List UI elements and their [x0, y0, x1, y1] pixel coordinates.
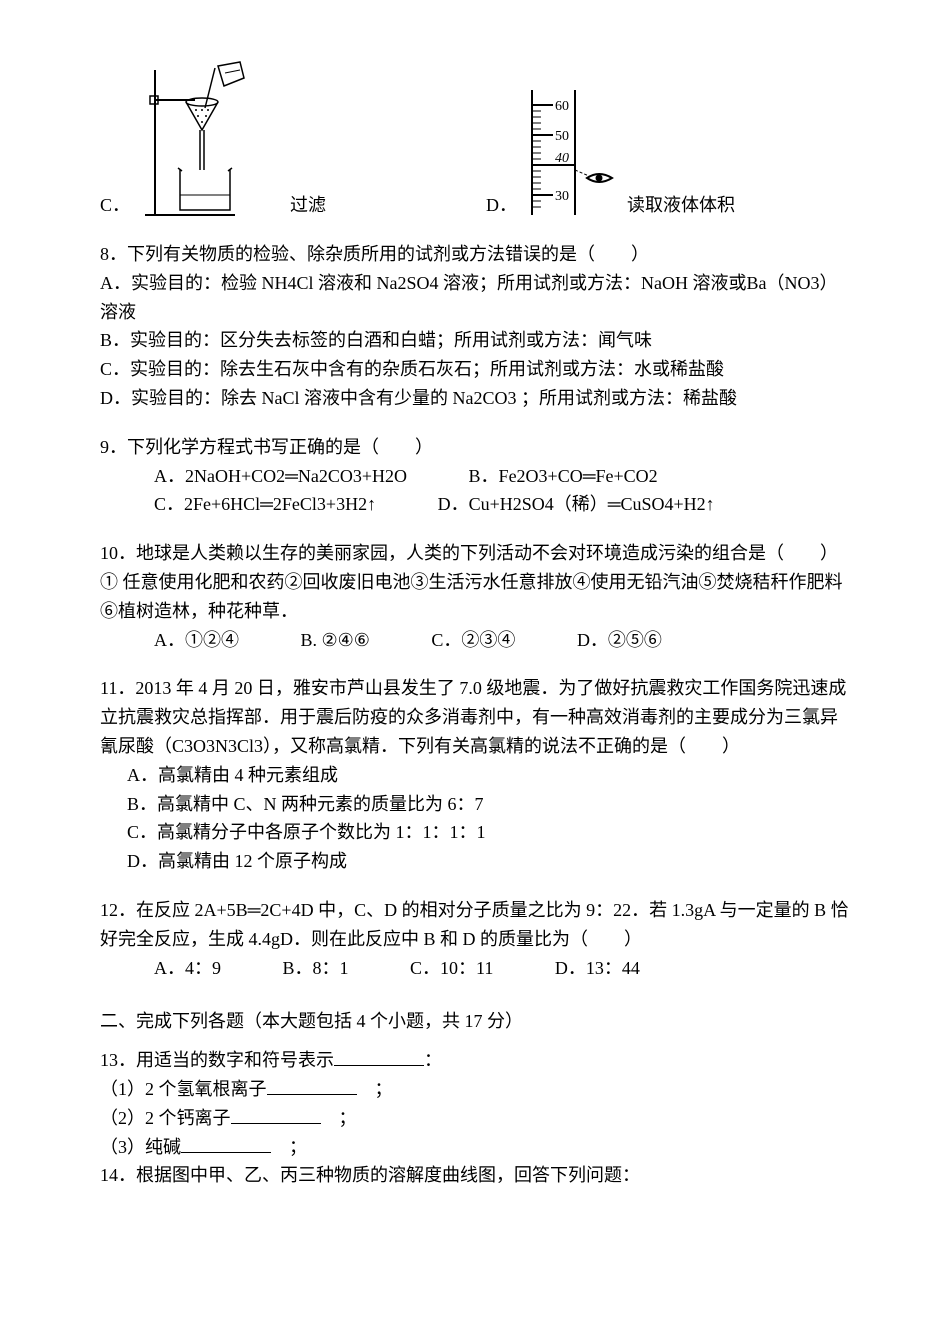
q8-option-c: C．实验目的：除去生石灰中含有的杂质石灰石；所用试剂或方法：水或稀盐酸: [100, 355, 850, 384]
question-7-images: C．: [100, 60, 850, 220]
mark-60: 60: [555, 99, 569, 114]
q13-semi1: ；: [357, 1079, 393, 1099]
q8-option-d: D．实验目的：除去 NaCl 溶液中含有少量的 Na2CO3 ；所用试剂或方法：…: [100, 384, 850, 413]
q13-blank-main: [334, 1047, 424, 1066]
q13-semi3: ；: [271, 1137, 307, 1157]
section-2-title: 二、完成下列各题（本大题包括 4 个小题，共 17 分）: [100, 1007, 850, 1036]
filter-diagram-icon: [140, 60, 280, 220]
question-9: 9．下列化学方程式书写正确的是（ ） A．2NaOH+CO2═Na2CO3+H2…: [100, 433, 850, 519]
q10-option-a: A．①②④: [127, 626, 239, 655]
mark-50: 50: [555, 129, 569, 144]
question-14: 14．根据图中甲、乙、丙三种物质的溶解度曲线图，回答下列问题：: [100, 1161, 850, 1190]
q10-option-d: D．②⑤⑥: [550, 626, 662, 655]
q10-option-c: C．②③④: [404, 626, 515, 655]
q13-stem-prefix: 13．用适当的数字和符号表示: [100, 1050, 334, 1070]
option-d-item: D． 60 50 40 30: [486, 90, 735, 220]
cylinder-diagram-icon: 60 50 40 30: [527, 90, 617, 220]
option-d-label: D．: [486, 191, 517, 220]
q12-option-d: D．13：44: [528, 954, 640, 983]
q13-blank-1: [267, 1076, 357, 1095]
q8-stem: 8．下列有关物质的检验、除杂质所用的试剂或方法错误的是（ ）: [100, 240, 850, 269]
q9-option-c: C．2Fe+6HCl═2FeCl3+3H2↑: [127, 490, 376, 519]
q10-stem: 10．地球是人类赖以生存的美丽家园，人类的下列活动不会对环境造成污染的组合是（ …: [100, 539, 850, 568]
q11-option-b: B．高氯精中 C、N 两种元素的质量比为 6：7: [100, 790, 850, 819]
question-10: 10．地球是人类赖以生存的美丽家园，人类的下列活动不会对环境造成污染的组合是（ …: [100, 539, 850, 654]
question-13: 13．用适当的数字和符号表示： （1）2 个氢氧根离子 ； （2）2 个钙离子 …: [100, 1046, 850, 1161]
q8-option-a: A．实验目的：检验 NH4Cl 溶液和 Na2SO4 溶液；所用试剂或方法：Na…: [100, 269, 850, 327]
option-c-text: 过滤: [290, 191, 326, 220]
question-12: 12．在反应 2A+5B═2C+4D 中，C、D 的相对分子质量之比为 9：22…: [100, 896, 850, 982]
q8-option-b: B．实验目的：区分失去标签的白酒和白蜡；所用试剂或方法：闻气味: [100, 326, 850, 355]
q9-option-b: B．Fe2O3+CO═Fe+CO2: [442, 462, 658, 491]
q14-stem: 14．根据图中甲、乙、丙三种物质的溶解度曲线图，回答下列问题：: [100, 1161, 850, 1190]
q10-detail: ① 任意使用化肥和农药②回收废旧电池③生活污水任意排放④使用无铅汽油⑤焚烧秸秆作…: [100, 568, 850, 626]
option-d-text: 读取液体体积: [627, 191, 735, 220]
question-8: 8．下列有关物质的检验、除杂质所用的试剂或方法错误的是（ ） A．实验目的：检验…: [100, 240, 850, 413]
q9-stem: 9．下列化学方程式书写正确的是（ ）: [100, 433, 850, 462]
mark-40: 40: [555, 151, 569, 166]
q13-colon: ：: [424, 1050, 442, 1070]
q12-option-a: A．4：9: [127, 954, 221, 983]
option-c-item: C．: [100, 60, 326, 220]
q13-blank-3: [181, 1134, 271, 1153]
q13-sub1: （1）2 个氢氧根离子: [100, 1079, 267, 1099]
mark-30: 30: [555, 189, 569, 204]
option-c-label: C．: [100, 191, 130, 220]
q12-option-c: C．10：11: [383, 954, 493, 983]
q11-stem: 11．2013 年 4 月 20 日，雅安市芦山县发生了 7.0 级地震．为了做…: [100, 674, 850, 760]
q11-option-a: A．高氯精由 4 种元素组成: [100, 761, 850, 790]
q13-sub3: （3）纯碱: [100, 1137, 181, 1157]
q13-sub2: （2）2 个钙离子: [100, 1108, 231, 1128]
q10-option-b: B. ②④⑥: [274, 626, 370, 655]
question-11: 11．2013 年 4 月 20 日，雅安市芦山县发生了 7.0 级地震．为了做…: [100, 674, 850, 876]
q13-semi2: ；: [321, 1108, 357, 1128]
q9-option-a: A．2NaOH+CO2═Na2CO3+H2O: [127, 462, 407, 491]
q12-option-b: B．8：1: [256, 954, 349, 983]
q12-stem: 12．在反应 2A+5B═2C+4D 中，C、D 的相对分子质量之比为 9：22…: [100, 896, 850, 954]
q9-option-d: D．Cu+H2SO4（稀）═CuSO4+H2↑: [411, 490, 715, 519]
q13-blank-2: [231, 1105, 321, 1124]
q11-option-d: D．高氯精由 12 个原子构成: [100, 847, 850, 876]
q11-option-c: C．高氯精分子中各原子个数比为 1：1：1：1: [100, 818, 850, 847]
